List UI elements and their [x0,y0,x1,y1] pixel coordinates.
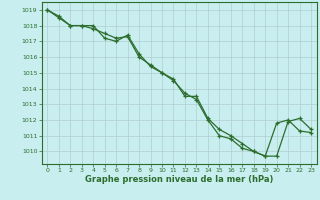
X-axis label: Graphe pression niveau de la mer (hPa): Graphe pression niveau de la mer (hPa) [85,175,273,184]
